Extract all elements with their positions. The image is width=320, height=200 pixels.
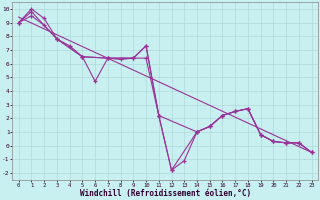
X-axis label: Windchill (Refroidissement éolien,°C): Windchill (Refroidissement éolien,°C) [80,189,251,198]
